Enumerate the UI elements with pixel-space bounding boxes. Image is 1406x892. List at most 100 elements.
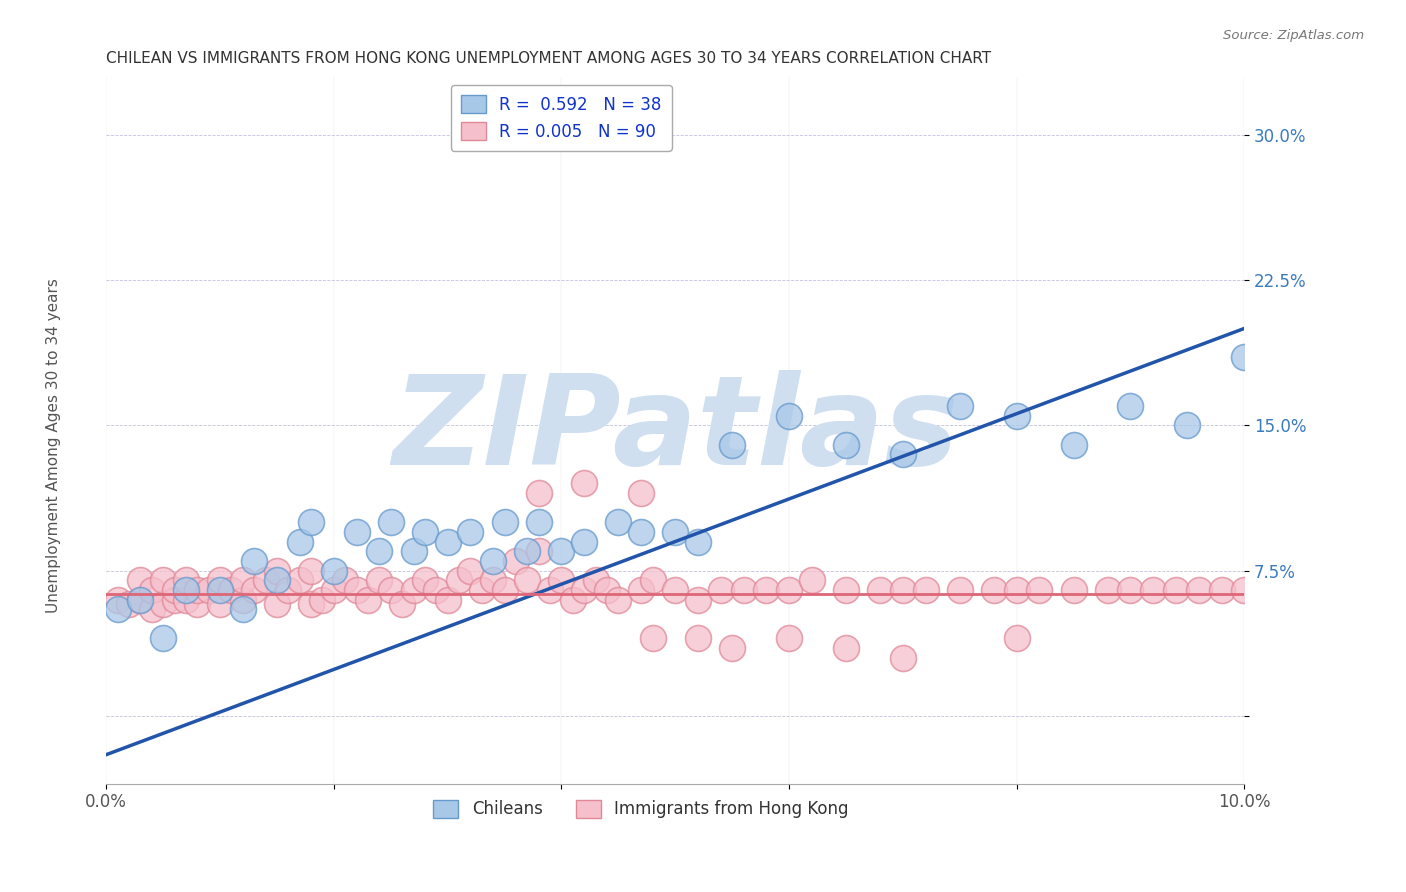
Point	[778, 632, 800, 646]
Point	[527, 544, 550, 558]
Point	[243, 554, 266, 568]
Point	[129, 592, 152, 607]
Point	[1188, 582, 1211, 597]
Point	[107, 602, 129, 616]
Point	[209, 582, 232, 597]
Point	[129, 574, 152, 588]
Point	[152, 597, 174, 611]
Legend: Chileans, Immigrants from Hong Kong: Chileans, Immigrants from Hong Kong	[427, 793, 855, 825]
Point	[482, 574, 505, 588]
Point	[538, 582, 561, 597]
Point	[141, 582, 163, 597]
Point	[335, 574, 357, 588]
Point	[914, 582, 936, 597]
Point	[221, 582, 243, 597]
Point	[607, 515, 630, 529]
Point	[527, 486, 550, 500]
Point	[266, 564, 288, 578]
Point	[368, 574, 391, 588]
Point	[391, 597, 413, 611]
Point	[1005, 582, 1028, 597]
Point	[800, 574, 823, 588]
Point	[243, 582, 266, 597]
Point	[494, 582, 516, 597]
Point	[1177, 418, 1199, 433]
Point	[232, 574, 254, 588]
Point	[1164, 582, 1187, 597]
Point	[505, 554, 527, 568]
Point	[460, 524, 482, 539]
Point	[1119, 399, 1142, 413]
Point	[641, 574, 664, 588]
Point	[527, 515, 550, 529]
Point	[891, 650, 914, 665]
Point	[266, 574, 288, 588]
Point	[460, 564, 482, 578]
Point	[550, 574, 572, 588]
Point	[299, 515, 322, 529]
Point	[1142, 582, 1164, 597]
Point	[322, 582, 344, 597]
Point	[322, 564, 344, 578]
Point	[891, 447, 914, 461]
Point	[561, 592, 583, 607]
Point	[574, 582, 596, 597]
Point	[949, 582, 972, 597]
Point	[447, 574, 470, 588]
Point	[721, 438, 744, 452]
Point	[380, 582, 402, 597]
Point	[585, 574, 607, 588]
Point	[152, 574, 174, 588]
Point	[402, 544, 425, 558]
Point	[163, 592, 186, 607]
Point	[402, 582, 425, 597]
Point	[436, 534, 458, 549]
Text: ZIPatlas: ZIPatlas	[392, 369, 959, 491]
Point	[983, 582, 1005, 597]
Point	[664, 582, 686, 597]
Point	[299, 564, 322, 578]
Point	[494, 515, 516, 529]
Point	[413, 574, 436, 588]
Point	[254, 574, 277, 588]
Point	[311, 592, 333, 607]
Text: Source: ZipAtlas.com: Source: ZipAtlas.com	[1223, 29, 1364, 43]
Point	[186, 597, 208, 611]
Point	[550, 544, 572, 558]
Point	[630, 486, 652, 500]
Point	[163, 582, 186, 597]
Point	[1063, 438, 1085, 452]
Point	[641, 632, 664, 646]
Point	[1233, 582, 1256, 597]
Point	[949, 399, 972, 413]
Point	[152, 632, 174, 646]
Point	[413, 524, 436, 539]
Point	[299, 597, 322, 611]
Point	[209, 597, 232, 611]
Point	[596, 582, 619, 597]
Point	[186, 582, 208, 597]
Point	[174, 582, 197, 597]
Point	[368, 544, 391, 558]
Point	[357, 592, 380, 607]
Point	[835, 582, 858, 597]
Point	[1063, 582, 1085, 597]
Point	[288, 574, 311, 588]
Point	[835, 641, 858, 656]
Point	[869, 582, 891, 597]
Point	[197, 582, 219, 597]
Point	[266, 597, 288, 611]
Point	[778, 409, 800, 423]
Point	[209, 574, 232, 588]
Point	[686, 632, 709, 646]
Point	[436, 592, 458, 607]
Point	[516, 544, 538, 558]
Point	[174, 574, 197, 588]
Point	[232, 592, 254, 607]
Point	[174, 592, 197, 607]
Point	[471, 582, 494, 597]
Point	[425, 582, 447, 597]
Point	[288, 534, 311, 549]
Point	[1005, 632, 1028, 646]
Point	[1097, 582, 1119, 597]
